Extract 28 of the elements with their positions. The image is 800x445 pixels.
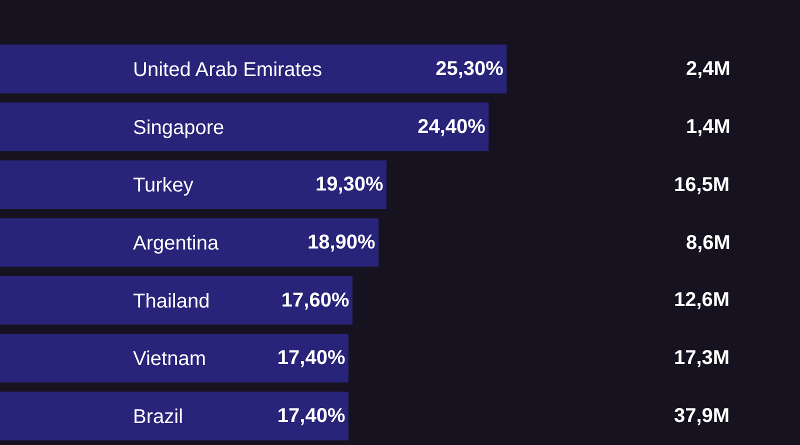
- bar: [0, 44, 507, 94]
- text: 8,6M: [686, 232, 730, 254]
- y-tick-label: Brazil: [133, 406, 184, 428]
- data-label: 19,30%: [315, 174, 384, 196]
- data-label: 17,40%: [277, 405, 346, 428]
- y-tick-label: United Arab Emirates: [133, 58, 322, 81]
- text: 2,4M: [686, 58, 730, 80]
- text: 16,5M: [674, 174, 730, 196]
- data-label: 25,30%: [436, 58, 504, 80]
- y-tick-label: Vietnam: [133, 348, 206, 370]
- data-label: 17,60%: [281, 289, 350, 312]
- bar: [0, 392, 348, 440]
- text: 1,4M: [686, 116, 730, 138]
- data-label: 24,40%: [418, 116, 486, 138]
- bar: [0, 218, 378, 267]
- y-tick-label: Turkey: [133, 174, 194, 197]
- text: 37,9M: [674, 405, 730, 427]
- bar: [0, 334, 348, 383]
- text: 12,6M: [674, 289, 730, 311]
- bar: [0, 276, 352, 325]
- data-label: 17,40%: [277, 347, 346, 370]
- y-tick-label: Argentina: [133, 232, 220, 254]
- y-tick-label: Singapore: [133, 116, 224, 139]
- bar: [0, 160, 387, 209]
- data-label: 18,90%: [307, 232, 376, 254]
- y-tick-label: Thailand: [133, 290, 210, 312]
- bar: [0, 102, 489, 152]
- text: 17,3M: [674, 347, 730, 369]
